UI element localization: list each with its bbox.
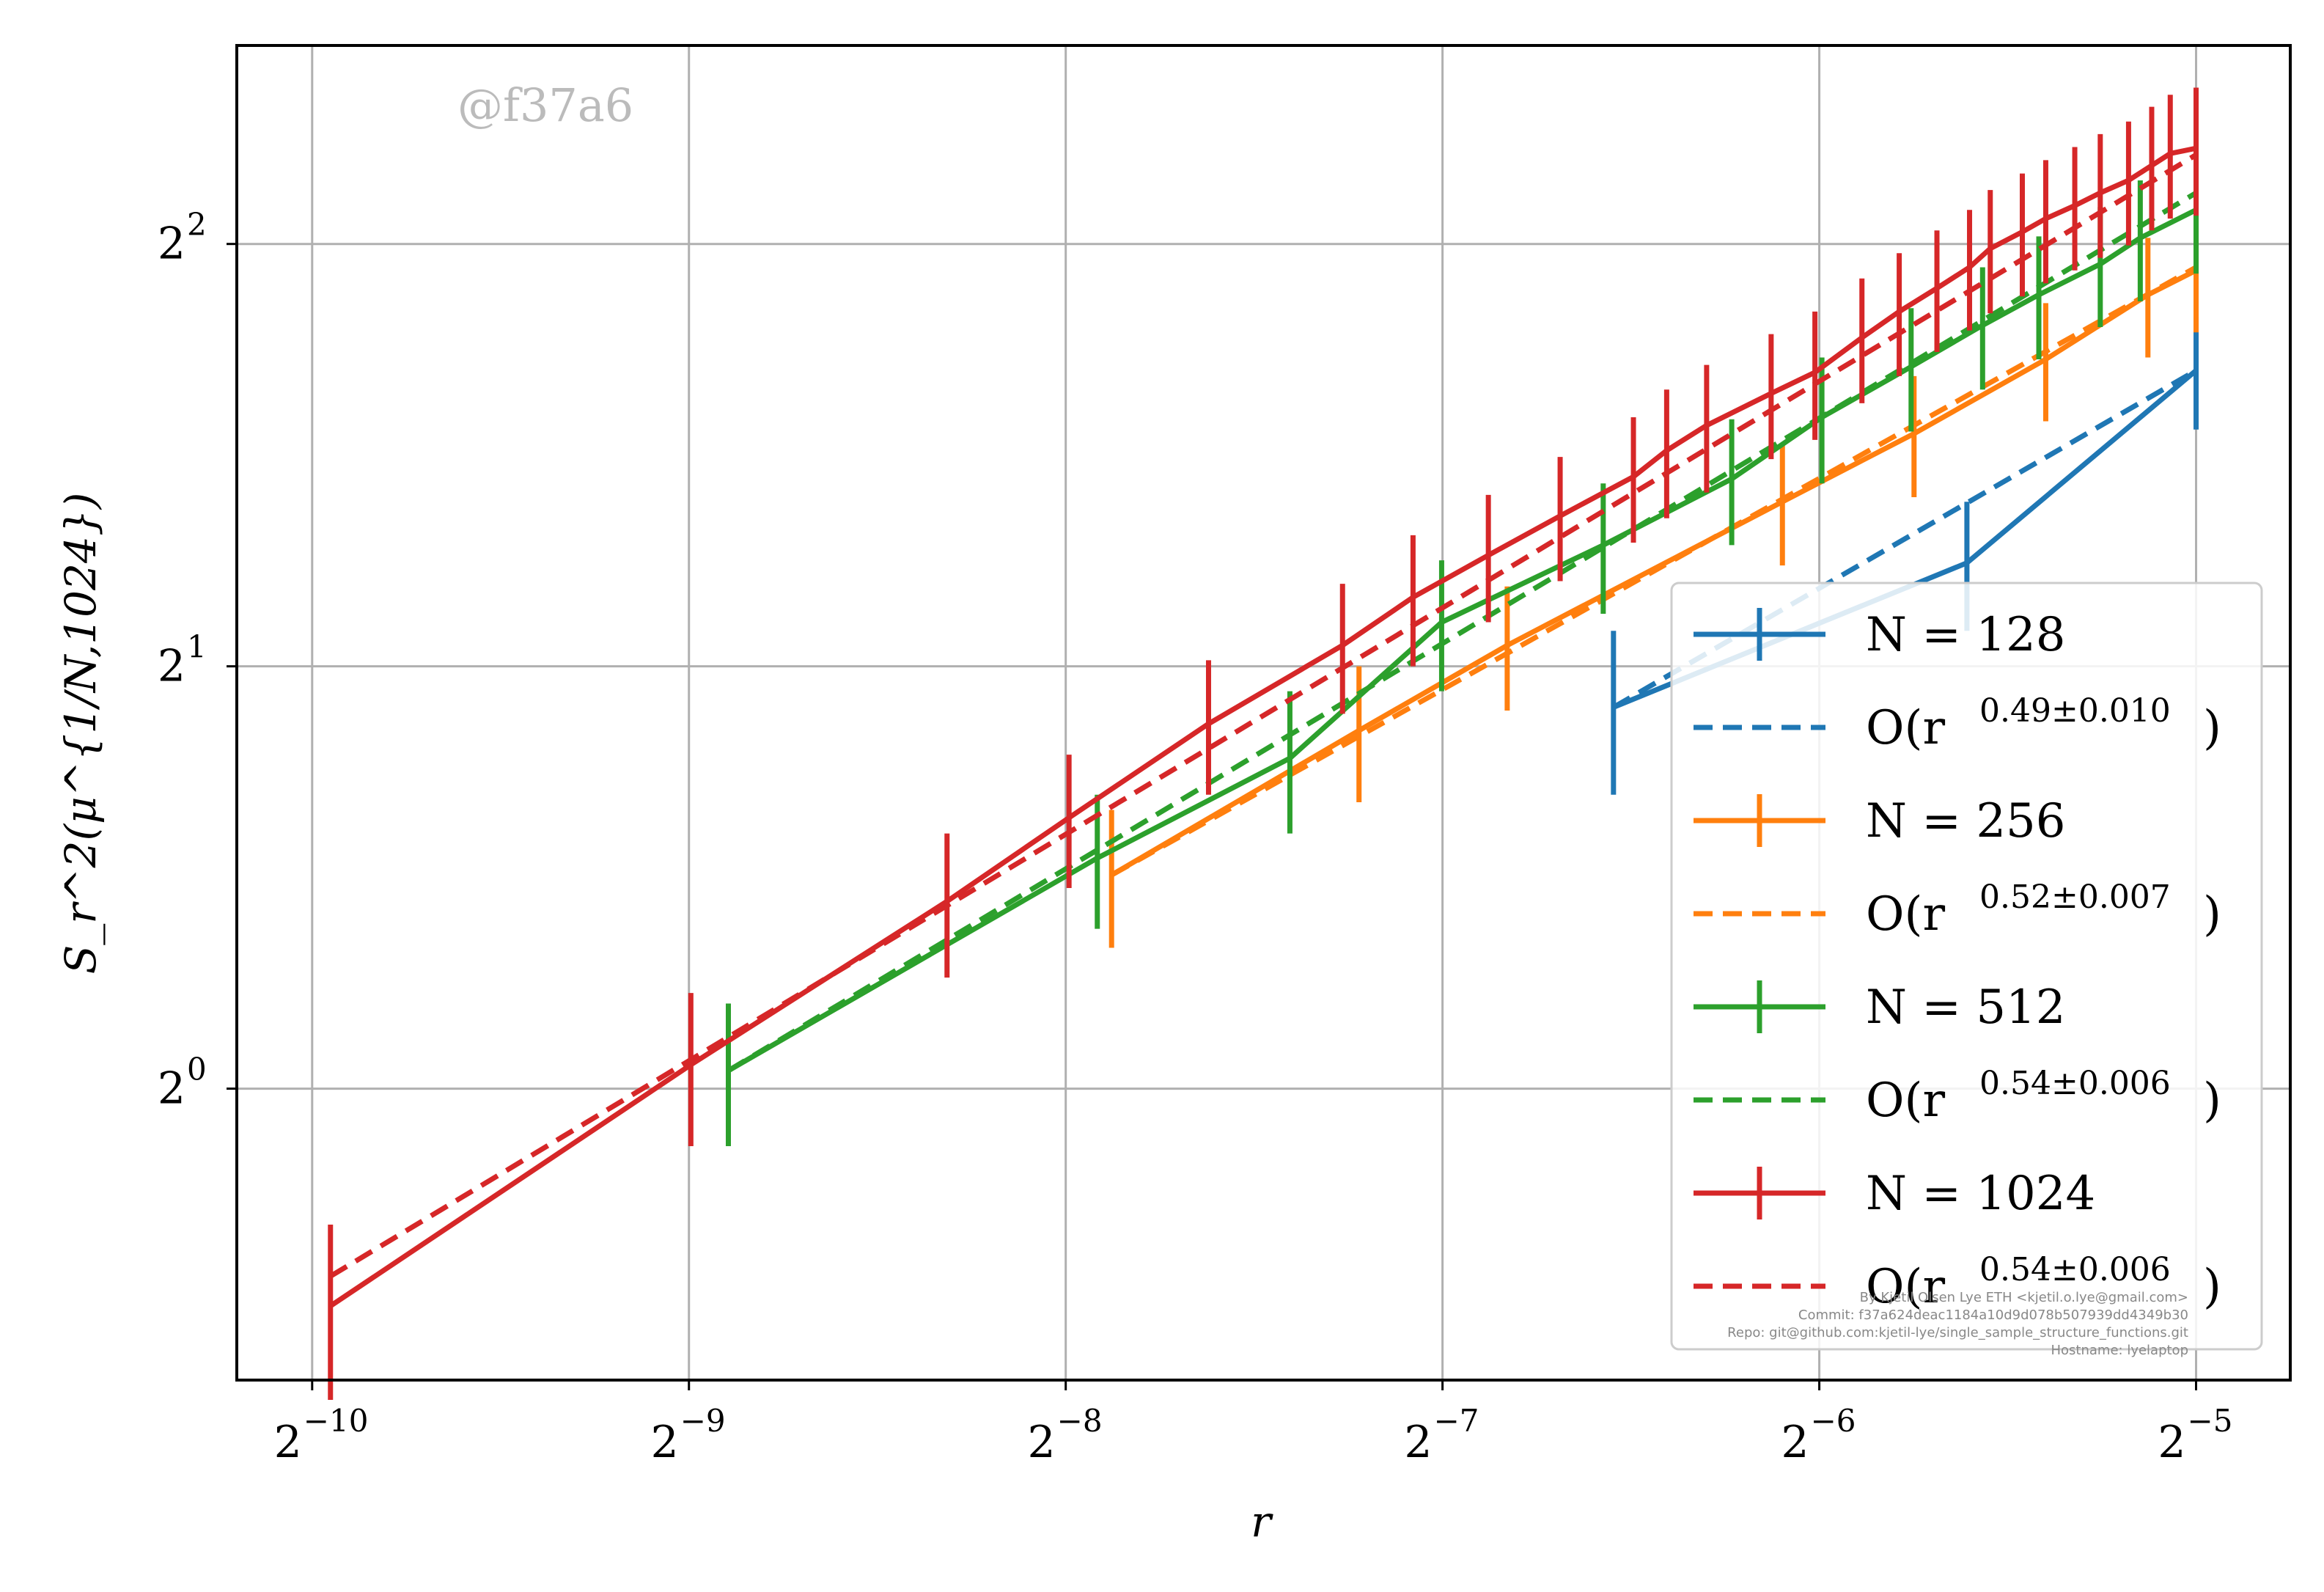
x-tick-label-exponent: −10 (304, 1403, 369, 1439)
watermark: @f37a6 (457, 78, 633, 132)
footer-line: Hostname: lyelaptop (2051, 1343, 2189, 1358)
series-3 (328, 87, 2199, 1401)
legend-box (1670, 582, 2263, 1351)
x-tick-label: 2 (2158, 1417, 2185, 1468)
footer-line: By Kjetil Olsen Lye ETH <kjetil.o.lye@gm… (1860, 1290, 2188, 1305)
legend-label-fit: O(r (1866, 887, 1945, 942)
legend-label-fit-close: ) (2203, 701, 2221, 755)
legend-label-fit-exponent: 0.54±0.006 (1979, 1251, 2171, 1288)
fit-line (727, 190, 2198, 1074)
footer-line: Commit: f37a624deac1184a10d9d078b507939d… (1798, 1307, 2188, 1323)
fit-line (328, 153, 2198, 1279)
plot-frame (235, 44, 2292, 1382)
x-axis-label: r (1251, 1497, 1273, 1547)
legend-label-fit-exponent: 0.52±0.007 (1979, 878, 2171, 916)
x-tick-label-exponent: −6 (1811, 1403, 1856, 1439)
legend-label-fit: O(r (1866, 1074, 1945, 1128)
y-axis-ticks: 2 02 12 2 (158, 207, 237, 1115)
legend-label-series: N = 128 (1866, 608, 2065, 662)
legend-label-fit: O(r (1866, 701, 1945, 755)
series-layer (328, 87, 2199, 1401)
y-tick-label: 2 (158, 1063, 185, 1115)
legend-label-series: N = 1024 (1866, 1167, 2095, 1221)
x-tick-label-exponent: −8 (1057, 1403, 1103, 1439)
x-tick-label-exponent: −9 (680, 1403, 726, 1439)
y-axis-label-group: S_r^2(μ^{1/N,1024}) (56, 493, 106, 975)
y-axis-label: S_r^2(μ^{1/N,1024}) (56, 493, 106, 975)
y-tick-label-exponent: 1 (187, 629, 207, 665)
x-tick-label: 2 (651, 1417, 679, 1468)
x-tick-label-exponent: −5 (2188, 1403, 2233, 1439)
x-tick-label-exponent: −7 (1434, 1403, 1479, 1439)
legend-label-fit-close: ) (2203, 1260, 2221, 1314)
x-tick-label: 2 (1027, 1417, 1055, 1468)
data-line (1110, 268, 2198, 878)
footer-line: Repo: git@github.com:kjetil-lye/single_s… (1727, 1325, 2188, 1340)
fit-line (1612, 368, 2198, 710)
y-tick-label: 2 (158, 641, 185, 692)
legend-entries: N = 128 O(r 0.49±0.010) N = 256 O(r 0.52±0.00… (1694, 608, 2221, 1314)
y-tick-label: 2 (158, 219, 185, 270)
x-tick-label: 2 (274, 1417, 302, 1468)
footer-credits: By Kjetil Olsen Lye ETH <kjetil.o.lye@gm… (1727, 1290, 2188, 1358)
x-tick-label: 2 (1781, 1417, 1809, 1468)
legend-label-series: N = 256 (1866, 794, 2065, 848)
legend-label-fit: O(r (1866, 1260, 1945, 1314)
x-axis-ticks: 2 −10 2 −9 2 −8 2 −7 2 −6 2 −5 (274, 1380, 2233, 1468)
y-tick-label-exponent: 0 (187, 1052, 207, 1087)
legend-label-fit-exponent: 0.54±0.006 (1979, 1065, 2171, 1102)
legend-label-fit-exponent: 0.49±0.010 (1979, 692, 2171, 730)
y-tick-label-exponent: 2 (187, 207, 207, 243)
legend-label-fit-close: ) (2203, 887, 2221, 942)
legend: N = 128 O(r 0.49±0.010) N = 256 O(r 0.52±0.00… (1670, 582, 2263, 1351)
x-tick-label: 2 (1404, 1417, 1432, 1468)
legend-label-series: N = 512 (1866, 980, 2065, 1035)
legend-label-fit-close: ) (2203, 1074, 2221, 1128)
